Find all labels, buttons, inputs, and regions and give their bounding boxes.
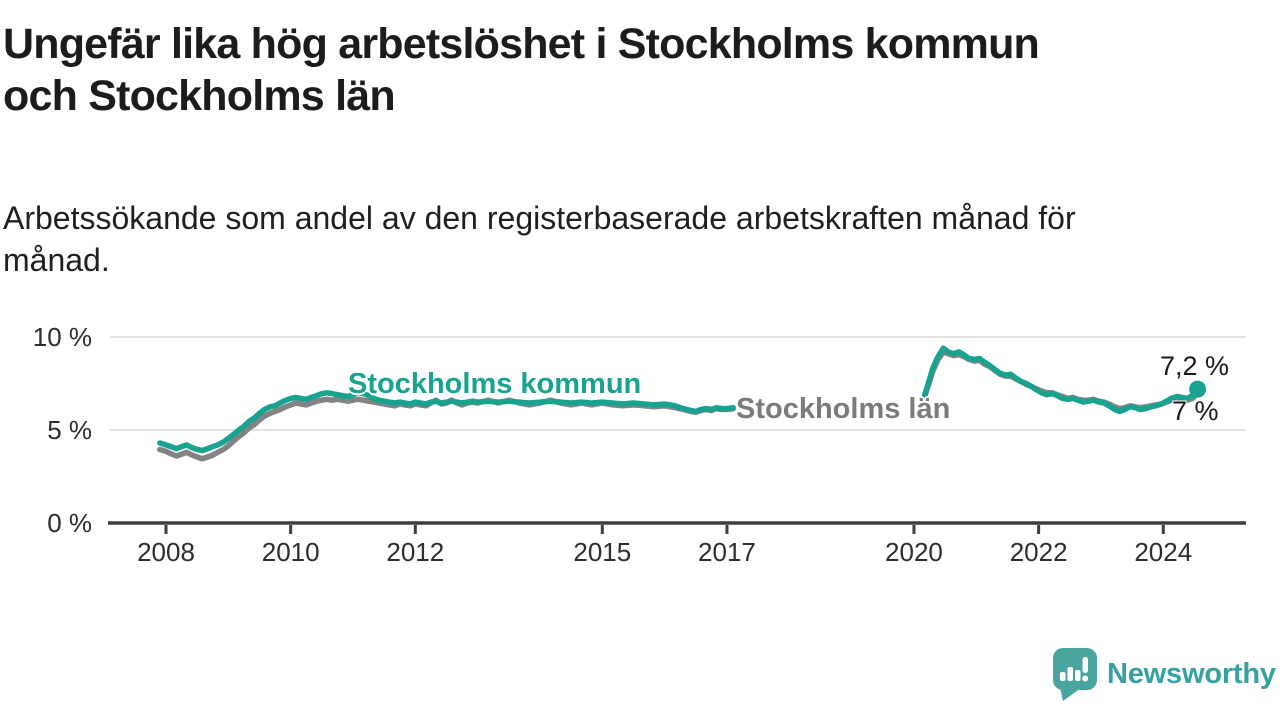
x-tick-label-2012: 2012	[386, 537, 444, 567]
end-value-label-kommun: 7,2 %	[1160, 351, 1230, 381]
series-label-stockholms-kommun: Stockholms kommun	[348, 368, 642, 400]
y-tick-label-0: 0 %	[47, 508, 92, 538]
end-value-label-lan: 7 %	[1172, 396, 1219, 426]
page-title-line1: Ungefär lika hög arbetslöshet i Stockhol…	[3, 20, 1040, 68]
series-line-stockholms-kommun-seg1	[921, 345, 1201, 415]
x-tick-label-2024: 2024	[1134, 537, 1192, 567]
x-tick-label-2010: 2010	[262, 537, 320, 567]
x-tick-label-2008: 2008	[137, 537, 195, 567]
series-label-stockholms-lan: Stockholms län	[736, 393, 951, 425]
logo-bar-chart-glyph	[1060, 657, 1089, 682]
chart-subtitle-line2: månad.	[3, 242, 110, 278]
x-tick-label-2020: 2020	[885, 537, 943, 567]
y-tick-label-10: 10 %	[33, 322, 92, 352]
x-tick-label-2017: 2017	[698, 537, 756, 567]
x-tick-label-2015: 2015	[573, 537, 631, 567]
chart-subtitle: Arbetssökande som andel av den registerb…	[3, 197, 1076, 281]
y-tick-label-5: 5 %	[47, 415, 92, 445]
page-title: Ungefär lika hög arbetslöshet i Stockhol…	[3, 18, 1273, 122]
newsworthy-bubble-chart-icon	[1053, 648, 1097, 701]
series-line-stockholms-kommun-seg0	[157, 390, 736, 454]
newsworthy-logo: Newsworthy	[1052, 647, 1276, 702]
series-line-stockholms-län-seg0	[157, 396, 736, 462]
latest-point-dot	[1189, 380, 1207, 398]
chart-subtitle-line1: Arbetssökande som andel av den registerb…	[3, 200, 1076, 236]
page-title-line2: och Stockholms län	[3, 72, 396, 120]
x-tick-label-2022: 2022	[1010, 537, 1068, 567]
newsworthy-wordmark: Newsworthy	[1107, 658, 1276, 690]
